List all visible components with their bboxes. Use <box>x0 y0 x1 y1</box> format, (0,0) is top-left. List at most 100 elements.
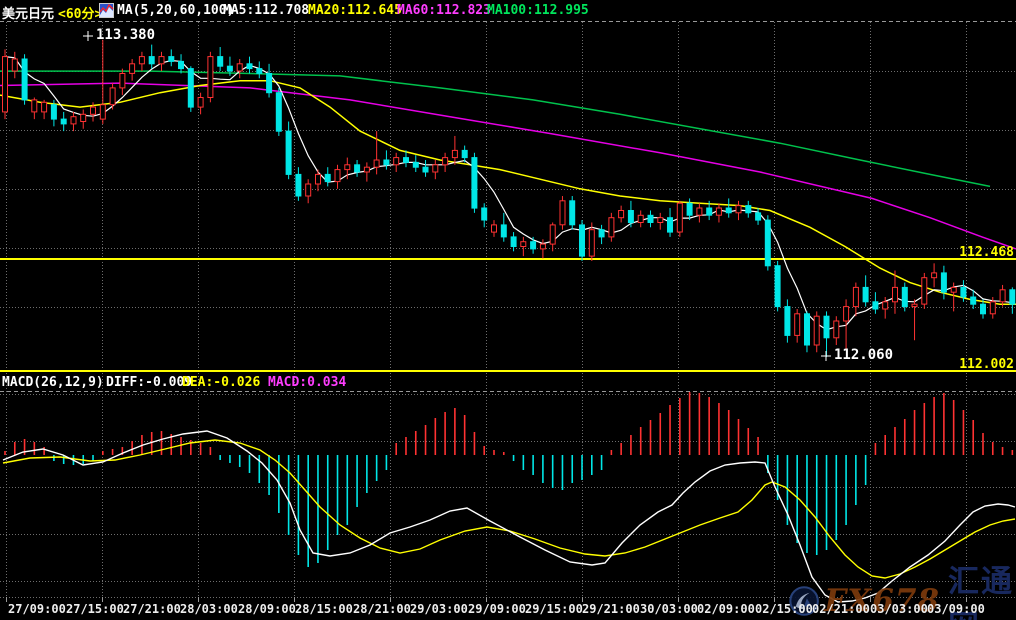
candle-body-down[interactable] <box>872 301 879 310</box>
candle-body-up[interactable] <box>451 149 458 159</box>
candle-body-down[interactable] <box>275 92 282 132</box>
candle-body-down[interactable] <box>285 130 292 175</box>
candle-body-up[interactable] <box>442 157 449 166</box>
candle-body-down[interactable] <box>168 56 175 62</box>
candle-body-down[interactable] <box>823 315 830 339</box>
candle-body-up[interactable] <box>843 306 850 322</box>
candle-body-up[interactable] <box>119 73 126 89</box>
candle-body-up[interactable] <box>539 243 546 250</box>
candle-body-up[interactable] <box>794 313 801 336</box>
candle-body-up[interactable] <box>911 303 918 308</box>
candle-body-down[interactable] <box>569 200 576 226</box>
candle-body-down[interactable] <box>725 207 732 214</box>
candle-body-down[interactable] <box>706 207 713 216</box>
candle-body-down[interactable] <box>970 296 977 305</box>
candle-body-down[interactable] <box>745 205 752 214</box>
candle-body-up[interactable] <box>852 286 859 308</box>
candle-body-up[interactable] <box>833 320 840 339</box>
candle-body-down[interactable] <box>598 229 605 238</box>
candle-body-down[interactable] <box>510 236 517 247</box>
candle-body-up[interactable] <box>334 169 341 183</box>
candle-body-down[interactable] <box>901 286 908 308</box>
candle-body-up[interactable] <box>138 56 145 65</box>
candle-body-down[interactable] <box>686 202 693 216</box>
candle-body-up[interactable] <box>950 286 957 293</box>
candle-body-up[interactable] <box>696 207 703 216</box>
candle-body-down[interactable] <box>667 217 673 233</box>
candle-body-up[interactable] <box>715 207 722 216</box>
candle-body-up[interactable] <box>676 202 683 233</box>
candle-body-down[interactable] <box>217 56 224 67</box>
candle-body-up[interactable] <box>882 301 889 310</box>
candle-body-down[interactable] <box>579 224 585 257</box>
candle-body-down[interactable] <box>980 303 986 315</box>
price-level-lines[interactable] <box>0 258 1016 372</box>
candle-body-up[interactable] <box>11 58 18 72</box>
candle-body-up[interactable] <box>109 87 116 106</box>
candle-body-down[interactable] <box>266 73 273 94</box>
candle-body-down[interactable] <box>530 241 537 250</box>
candle-body-up[interactable] <box>608 217 615 238</box>
candle-body-up[interactable] <box>588 229 595 257</box>
candle-body-down[interactable] <box>403 157 409 163</box>
candle-body-up[interactable] <box>393 157 400 166</box>
candle-body-down[interactable] <box>383 159 390 166</box>
candle-body-down[interactable] <box>226 65 233 72</box>
candle-body-up[interactable] <box>432 164 439 173</box>
candle-body-down[interactable] <box>246 63 253 70</box>
candle-body-down[interactable] <box>178 60 184 70</box>
candle-body-up[interactable] <box>657 217 664 223</box>
candle-body-down[interactable] <box>21 58 28 101</box>
candle-body-up[interactable] <box>207 56 214 98</box>
candle-body-down[interactable] <box>862 286 869 303</box>
candle-body-down[interactable] <box>784 306 791 336</box>
candle-body-up[interactable] <box>236 63 243 72</box>
candle-body-up[interactable] <box>892 286 898 303</box>
candle-body-up[interactable] <box>637 214 644 224</box>
candle-body-down[interactable] <box>647 214 654 224</box>
candle-body-up[interactable] <box>999 289 1006 303</box>
candle-body-up[interactable] <box>344 164 351 171</box>
candle-body-down[interactable] <box>755 212 762 221</box>
candlesticks[interactable] <box>2 39 1016 358</box>
candle-body-up[interactable] <box>813 315 820 346</box>
candle-body-up[interactable] <box>549 224 556 245</box>
candle-body-down[interactable] <box>256 68 263 74</box>
candle-body-up[interactable] <box>373 159 380 168</box>
macd-histogram[interactable] <box>4 392 1014 567</box>
candle-body-down[interactable] <box>148 56 155 65</box>
candle-body-down[interactable] <box>461 149 468 159</box>
candle-body-down[interactable] <box>412 161 419 168</box>
candle-body-up[interactable] <box>90 106 96 115</box>
candle-body-up[interactable] <box>70 116 77 125</box>
candle-body-down[interactable] <box>60 118 67 125</box>
candle-body-down[interactable] <box>481 207 488 221</box>
candle-body-down[interactable] <box>1009 289 1016 305</box>
candle-body-up[interactable] <box>80 113 87 123</box>
candle-body-down[interactable] <box>187 68 194 108</box>
candle-body-up[interactable] <box>31 99 38 113</box>
candle-body-up[interactable] <box>989 301 996 315</box>
candle-body-down[interactable] <box>804 313 810 346</box>
candle-body-up[interactable] <box>129 63 136 74</box>
candle-body-up[interactable] <box>305 183 312 197</box>
candle-body-up[interactable] <box>921 277 928 305</box>
candle-body-up[interactable] <box>363 166 370 173</box>
candle-body-up[interactable] <box>41 101 48 113</box>
candle-body-up[interactable] <box>520 241 527 247</box>
candle-body-down[interactable] <box>354 164 361 173</box>
candle-body-up[interactable] <box>99 104 106 120</box>
candle-body-down[interactable] <box>940 272 947 293</box>
candle-body-down[interactable] <box>295 173 302 197</box>
candle-body-down[interactable] <box>324 173 331 183</box>
candle-body-down[interactable] <box>422 166 429 173</box>
candle-body-down[interactable] <box>960 286 967 298</box>
candle-body-up[interactable] <box>559 200 566 226</box>
candle-body-up[interactable] <box>197 97 204 108</box>
candle-body-down[interactable] <box>50 104 57 120</box>
candle-body-up[interactable] <box>618 210 625 219</box>
candle-body-up[interactable] <box>158 56 165 65</box>
candle-body-down[interactable] <box>627 210 634 223</box>
candle-body-up[interactable] <box>315 173 321 185</box>
